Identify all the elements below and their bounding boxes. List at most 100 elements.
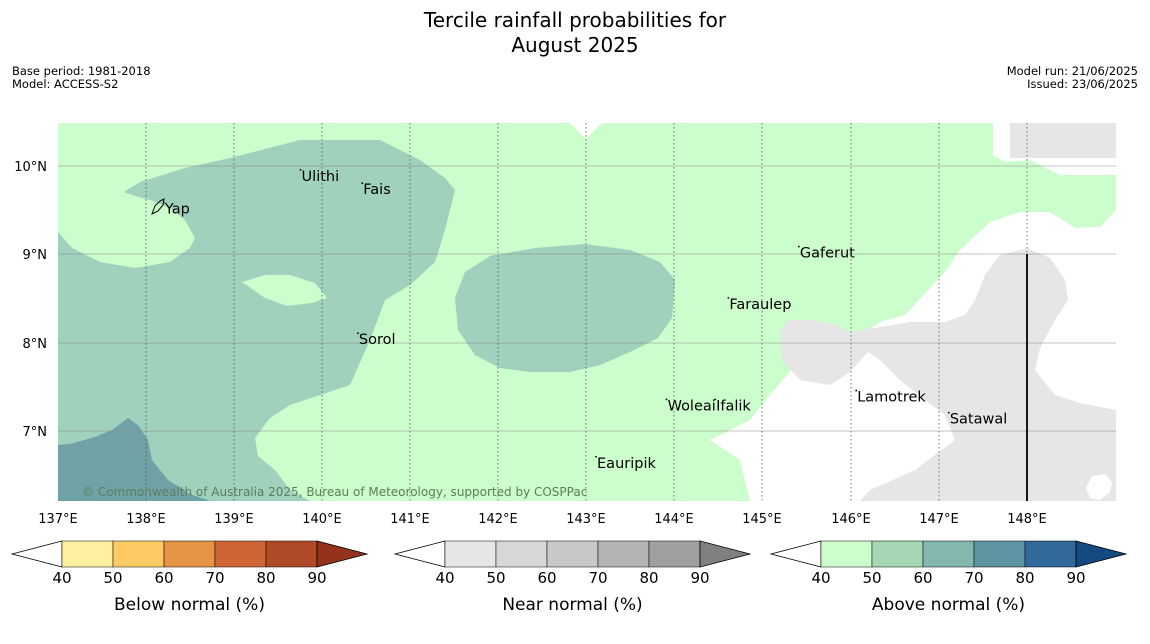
lat-label-9: 9°N bbox=[23, 248, 48, 263]
region-no-signal-islet bbox=[1086, 474, 1112, 500]
colorbar-tick: 50 bbox=[862, 569, 881, 587]
place-marker-fais bbox=[361, 182, 364, 184]
place-label-gaferut: Gaferut bbox=[800, 246, 855, 262]
run-info: Model run: 21/06/2025 Issued: 23/06/2025 bbox=[1007, 65, 1138, 91]
place-marker-satawal bbox=[947, 411, 950, 414]
model-name: Model: ACCESS-S2 bbox=[12, 77, 119, 91]
colorbar-label: Above normal (%) bbox=[872, 595, 1025, 615]
colorbar-label: Near normal (%) bbox=[502, 595, 642, 615]
place-label-sorol: Sorol bbox=[359, 332, 396, 348]
colorbar-max-arrow bbox=[1075, 540, 1128, 568]
region-near-normal-corner bbox=[1010, 123, 1116, 158]
colorbar-min-arrow bbox=[769, 540, 822, 568]
colorbar-max-arrow bbox=[316, 540, 369, 568]
title-line-1: Tercile rainfall probabilities for bbox=[423, 8, 727, 32]
colorbar-segment bbox=[112, 540, 165, 568]
place-label-yap: Yap bbox=[164, 202, 190, 218]
region-above-40-50-pocket bbox=[242, 275, 327, 306]
colorbar-tick: 90 bbox=[690, 569, 709, 587]
colorbar-segment bbox=[495, 540, 548, 568]
place-marker-ulithi bbox=[299, 168, 302, 171]
place-label-satawal: Satawal bbox=[950, 412, 1007, 428]
colorbar-segment bbox=[61, 540, 114, 568]
colorbar-segment bbox=[1024, 540, 1077, 568]
colorbar-segment bbox=[597, 540, 650, 568]
colorbar-tick: 80 bbox=[1015, 569, 1034, 587]
lon-tick-labels: 137°E 138°E 139°E 140°E 141°E 142°E 143°… bbox=[38, 512, 1047, 527]
map-title: Tercile rainfall probabilities for Augus… bbox=[0, 8, 1150, 58]
map-plot-area bbox=[58, 123, 1116, 501]
colorbar-segment bbox=[214, 540, 267, 568]
lon-label-146: 146°E bbox=[831, 512, 871, 527]
title-line-2: August 2025 bbox=[511, 33, 639, 57]
colorbar-tick: 90 bbox=[307, 569, 326, 587]
lon-label-147: 147°E bbox=[919, 512, 959, 527]
place-label-ifalik: Ifalik bbox=[716, 398, 751, 414]
colorbar-tick: 80 bbox=[256, 569, 275, 587]
colorbar-max-arrow bbox=[699, 540, 752, 568]
lat-tick-labels: 10°N 9°N 8°N 7°N bbox=[14, 160, 47, 440]
lon-label-148: 148°E bbox=[1007, 512, 1047, 527]
place-marker-yap bbox=[162, 201, 165, 204]
colorbar-tick: 70 bbox=[205, 569, 224, 587]
colorbar-near: 40 50 60 70 80 90 Near normal (%) bbox=[393, 540, 752, 615]
lat-label-8: 8°N bbox=[23, 337, 48, 352]
colorbar-min-arrow bbox=[10, 540, 63, 568]
colorbar-segment bbox=[265, 540, 318, 568]
colorbar-tick: 40 bbox=[52, 569, 71, 587]
colorbar-tick: 40 bbox=[811, 569, 830, 587]
place-label-woleai: Woleai bbox=[668, 398, 716, 414]
place-marker-woleai bbox=[665, 398, 668, 401]
colorbar-segment bbox=[163, 540, 216, 568]
model-run: Model run: 21/06/2025 bbox=[1006, 64, 1138, 78]
lon-label-137: 137°E bbox=[38, 512, 78, 527]
colorbar-tick: 60 bbox=[913, 569, 932, 587]
base-info: Base period: 1981-2018 Model: ACCESS-S2 bbox=[12, 65, 151, 91]
colorbar-above: 40 50 60 70 80 90 Above normal (%) bbox=[769, 540, 1128, 615]
colorbar-segment bbox=[546, 540, 599, 568]
lon-label-144: 144°E bbox=[654, 512, 694, 527]
lat-label-10: 10°N bbox=[14, 160, 47, 175]
colorbar-tick: 70 bbox=[964, 569, 983, 587]
base-period: Base period: 1981-2018 bbox=[12, 64, 151, 78]
lon-label-142: 142°E bbox=[478, 512, 518, 527]
place-marker-faraulep bbox=[727, 296, 730, 299]
colorbar-tick: 40 bbox=[435, 569, 454, 587]
lon-label-140: 140°E bbox=[302, 512, 342, 527]
lon-label-138: 138°E bbox=[126, 512, 166, 527]
place-label-lamotrek: Lamotrek bbox=[857, 390, 926, 406]
colorbar-segment bbox=[648, 540, 701, 568]
place-label-fais: Fais bbox=[363, 182, 390, 198]
colorbar-below: 40 50 60 70 80 90 Below normal (%) bbox=[10, 540, 369, 615]
place-label-faraulep: Faraulep bbox=[729, 297, 791, 313]
colorbar-label: Below normal (%) bbox=[114, 595, 265, 615]
region-above-50-60-central bbox=[455, 244, 675, 372]
colorbar-tick: 80 bbox=[639, 569, 658, 587]
copyright-notice: © Commonwealth of Australia 2025, Bureau… bbox=[82, 485, 587, 499]
colorbars: 40 50 60 70 80 90 Below normal (%) 40 50 60 70 80 90… bbox=[10, 540, 1128, 615]
lon-label-145: 145°E bbox=[742, 512, 782, 527]
colorbar-segment bbox=[444, 540, 497, 568]
colorbar-tick: 60 bbox=[154, 569, 173, 587]
colorbar-tick: 50 bbox=[486, 569, 505, 587]
colorbar-segment bbox=[820, 540, 873, 568]
place-label-ulithi: Ulithi bbox=[302, 169, 340, 185]
place-marker-lamotrek bbox=[855, 389, 858, 392]
region-above-60-70-southwest bbox=[58, 418, 210, 501]
colorbar-tick: 70 bbox=[588, 569, 607, 587]
colorbar-tick: 50 bbox=[103, 569, 122, 587]
place-label-eauripik: Eauripik bbox=[597, 456, 656, 472]
colorbar-min-arrow bbox=[393, 540, 446, 568]
place-marker-ifalik bbox=[714, 398, 716, 401]
place-marker-eauripik bbox=[595, 455, 597, 458]
lon-label-141: 141°E bbox=[390, 512, 430, 527]
colorbar-segment bbox=[973, 540, 1026, 568]
issued-date: Issued: 23/06/2025 bbox=[1027, 77, 1138, 91]
lon-label-143: 143°E bbox=[566, 512, 606, 527]
lon-label-139: 139°E bbox=[214, 512, 254, 527]
colorbar-segment bbox=[871, 540, 924, 568]
place-marker-gaferut bbox=[797, 245, 800, 248]
lat-label-7: 7°N bbox=[23, 425, 48, 440]
place-marker-sorol bbox=[356, 332, 359, 335]
